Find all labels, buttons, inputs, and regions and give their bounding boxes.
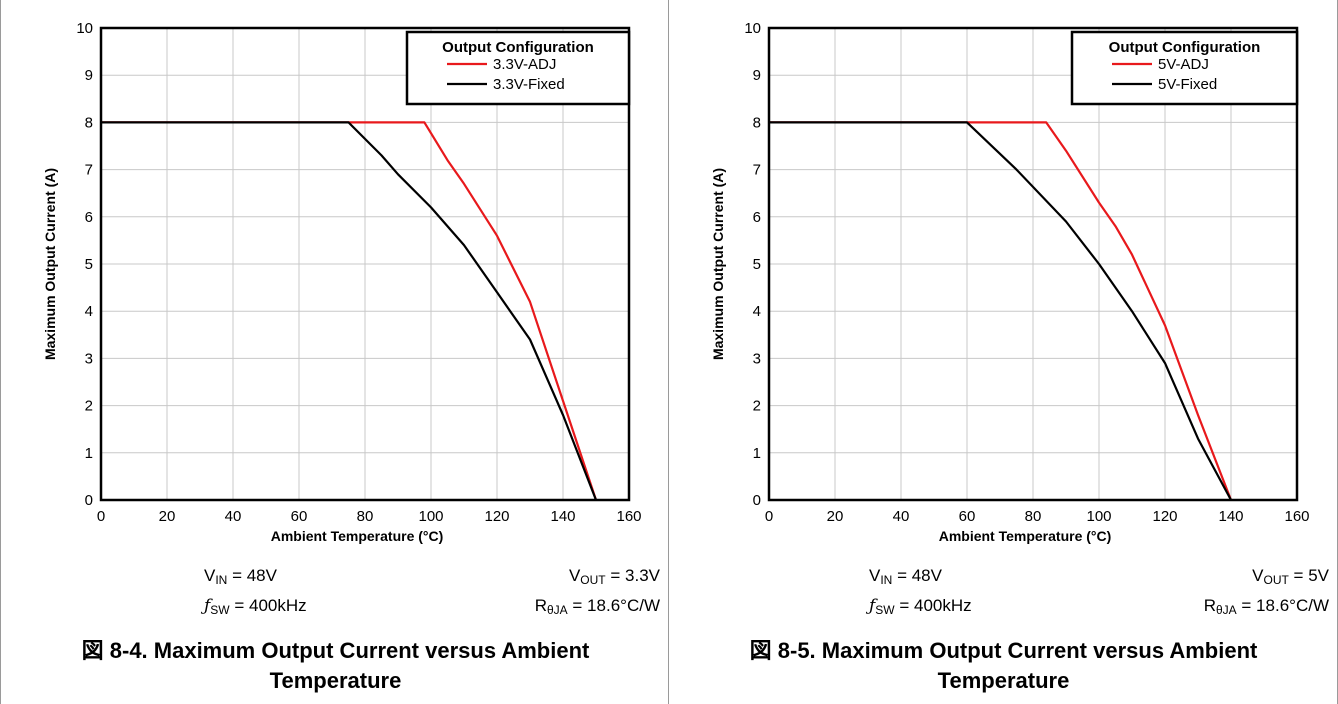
y-tick-label: 1 (753, 445, 761, 462)
chart-panel-right: 0 20 40 60 80 100 120 140 160 0 1 2 3 4 5 6 7 8 9 10 Ambient… (669, 0, 1338, 704)
y-tick-label: 7 (85, 162, 93, 179)
y-tick-label: 9 (753, 67, 761, 84)
y-tick-label: 3 (753, 350, 761, 367)
figure-caption: 図 8-5. Maximum Output Current versus Amb… (749, 638, 1258, 693)
chart-panel-left: 0 20 40 60 80 100 120 140 160 0 1 2 3 4 5 6 7 8 9 10 Ambient… (0, 0, 669, 704)
y-tick-label: 3 (85, 350, 93, 367)
y-tick-label: 4 (753, 303, 761, 320)
legend-entry: 3.3V-ADJ (493, 56, 556, 73)
y-tick-label: 5 (85, 256, 93, 273)
x-tick-label: 0 (765, 508, 773, 525)
vin-condition: VIN = 48V (869, 566, 942, 587)
x-tick-label: 0 (97, 508, 105, 525)
y-axis-title: Maximum Output Current (A) (710, 168, 726, 360)
y-tick-label: 2 (85, 398, 93, 415)
x-tick-label: 120 (1152, 508, 1177, 525)
legend-entry: 3.3V-Fixed (493, 76, 565, 93)
y-tick-label: 8 (753, 114, 761, 131)
derating-chart-3v3: 0 20 40 60 80 100 120 140 160 0 1 2 3 4 5 6 7 8 9 10 Ambient… (42, 20, 642, 544)
y-tick-label: 0 (753, 492, 761, 509)
x-tick-label: 140 (550, 508, 575, 525)
derating-chart-5v: 0 20 40 60 80 100 120 140 160 0 1 2 3 4 5 6 7 8 9 10 Ambient… (710, 20, 1310, 544)
x-tick-label: 160 (1284, 508, 1309, 525)
y-tick-label: 10 (744, 20, 761, 37)
fsw-condition: ƒSW = 400kHz (204, 596, 307, 617)
x-tick-label: 20 (159, 508, 176, 525)
y-tick-label: 1 (85, 445, 93, 462)
legend-title: Output Configuration (1109, 39, 1261, 56)
vin-condition: VIN = 48V (204, 566, 277, 587)
x-tick-label: 60 (291, 508, 308, 525)
legend-box (1070, 30, 1299, 106)
y-axis-title: Maximum Output Current (A) (42, 168, 58, 360)
y-tick-label: 10 (76, 20, 93, 37)
y-tick-label: 8 (85, 114, 93, 131)
series-line (769, 121, 1233, 501)
x-tick-label: 140 (1218, 508, 1243, 525)
series-line (101, 121, 598, 501)
y-tick-label: 6 (753, 209, 761, 226)
x-tick-label: 80 (1025, 508, 1042, 525)
x-axis-title: Ambient Temperature (°C) (939, 528, 1112, 544)
vout-condition: VOUT = 3.3V (568, 566, 660, 587)
fsw-condition: ƒSW = 400kHz (869, 596, 972, 617)
y-tick-label: 4 (85, 303, 93, 320)
legend-box (405, 30, 631, 106)
x-tick-label: 80 (357, 508, 374, 525)
x-tick-label: 120 (484, 508, 509, 525)
y-tick-label: 0 (85, 492, 93, 509)
legend-entry: 5V-ADJ (1158, 56, 1209, 73)
x-tick-label: 100 (418, 508, 443, 525)
y-tick-label: 7 (753, 162, 761, 179)
series-line (769, 121, 1232, 501)
legend-entry: 5V-Fixed (1158, 76, 1217, 93)
series-line (101, 121, 598, 501)
rth-condition: RθJA = 18.6°C/W (534, 596, 660, 617)
rth-condition: RθJA = 18.6°C/W (1203, 596, 1329, 617)
figure-caption: 図 8-4. Maximum Output Current versus Amb… (81, 638, 590, 693)
x-axis-title: Ambient Temperature (°C) (271, 528, 444, 544)
y-tick-label: 6 (85, 209, 93, 226)
y-tick-label: 9 (85, 67, 93, 84)
legend-title: Output Configuration (442, 39, 594, 56)
plot-frame (99, 26, 631, 502)
plot-frame (767, 26, 1299, 502)
x-tick-label: 40 (893, 508, 910, 525)
y-tick-label: 2 (753, 398, 761, 415)
x-tick-label: 160 (616, 508, 641, 525)
x-tick-label: 40 (225, 508, 242, 525)
vout-condition: VOUT = 5V (1252, 566, 1329, 587)
x-tick-label: 60 (959, 508, 976, 525)
x-tick-label: 100 (1086, 508, 1111, 525)
y-tick-label: 5 (753, 256, 761, 273)
x-tick-label: 20 (827, 508, 844, 525)
